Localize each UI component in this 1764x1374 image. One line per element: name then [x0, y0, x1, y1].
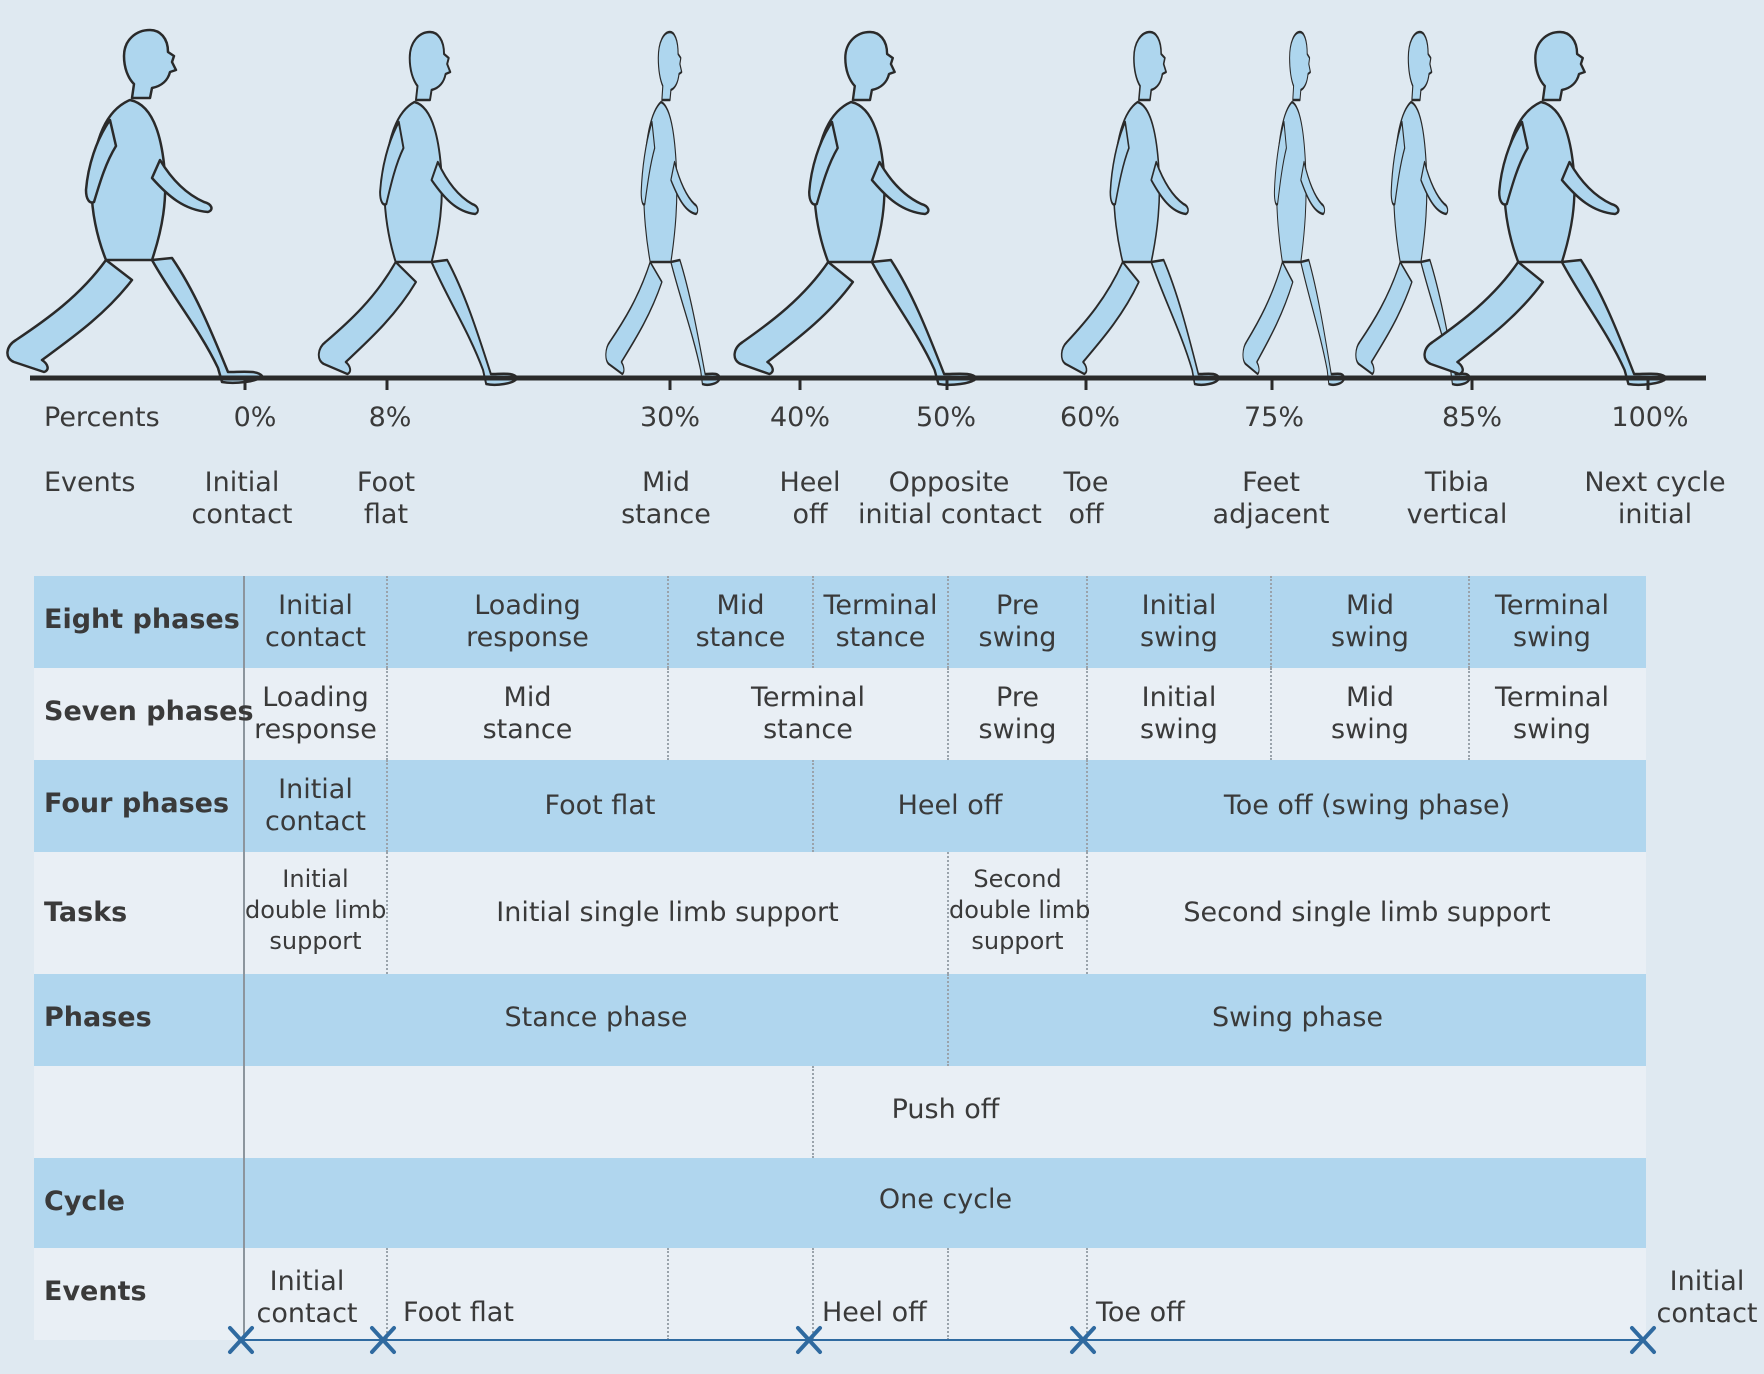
cell-seven-initial-swing: Initial swing — [1140, 682, 1218, 745]
percent-8: 8% — [368, 402, 412, 433]
cell-eight-terminal-swing: Terminal swing — [1494, 590, 1610, 653]
divider — [386, 852, 388, 974]
divider — [667, 576, 669, 668]
percent-30: 30% — [639, 402, 700, 433]
percent-60: 60% — [1059, 402, 1120, 433]
bottom-event-heel-off: Heel off — [822, 1297, 927, 1328]
divider — [386, 576, 388, 668]
label-seven-phases: Seven phases — [44, 696, 254, 727]
divider — [812, 1066, 814, 1158]
divider — [947, 668, 949, 760]
divider — [947, 974, 949, 1066]
cell-eight-mid-stance: Mid stance — [695, 590, 786, 653]
event-feet-adjacent: Feet adjacent — [1212, 467, 1330, 530]
row-eight-phases — [34, 576, 1646, 668]
cycle-start-line — [243, 576, 245, 1340]
cell-eight-loading-response: Loading response — [466, 590, 589, 653]
bottom-event-foot-flat: Foot flat — [403, 1297, 514, 1328]
cell-eight-mid-swing: Mid swing — [1331, 590, 1409, 653]
cell-four-heel-off: Heel off — [897, 790, 1003, 821]
cell-four-toe-off: Toe off (swing phase) — [1223, 790, 1511, 821]
event-opposite-initial-contact: Opposite initial contact — [858, 467, 1042, 530]
divider — [1086, 576, 1088, 668]
divider — [1086, 852, 1088, 974]
cell-task-second-single-limb: Second single limb support — [1183, 897, 1551, 928]
label-eight-phases: Eight phases — [44, 604, 240, 635]
walking-figures — [6, 28, 1706, 390]
cell-seven-loading-response: Loading response — [254, 682, 377, 745]
divider — [1468, 576, 1470, 668]
divider — [1086, 668, 1088, 760]
cell-seven-pre-swing: Pre swing — [978, 682, 1057, 745]
cell-seven-terminal-swing: Terminal swing — [1494, 682, 1610, 745]
divider — [947, 1248, 949, 1340]
event-next-cycle-initial: Next cycle initial — [1584, 467, 1726, 530]
cell-task-initial-double-limb: Initial double limb support — [245, 865, 387, 955]
cell-stance-phase: Stance phase — [504, 1002, 688, 1033]
percent-75: 75% — [1243, 402, 1304, 433]
percents-label: Percents — [44, 402, 160, 433]
divider — [1468, 668, 1470, 760]
divider — [812, 760, 814, 852]
bottom-event-toe-off: Toe off — [1096, 1297, 1185, 1328]
cell-four-foot-flat: Foot flat — [544, 790, 656, 821]
cell-task-second-double-limb: Second double limb support — [949, 865, 1091, 955]
bottom-event-end-contact: Initial contact — [1656, 1266, 1758, 1329]
cell-task-initial-single-limb: Initial single limb support — [496, 897, 839, 928]
divider — [667, 668, 669, 760]
divider — [947, 852, 949, 974]
row-tasks — [34, 852, 1646, 974]
event-toe-off: Toe off — [1063, 467, 1109, 530]
divider — [812, 576, 814, 668]
event-mid-stance: Mid stance — [621, 467, 711, 530]
cell-eight-initial-swing: Initial swing — [1140, 590, 1218, 653]
cell-four-initial-contact: Initial contact — [264, 774, 367, 837]
row-seven-phases — [34, 668, 1646, 760]
divider — [1086, 1248, 1088, 1340]
label-four-phases: Four phases — [44, 788, 230, 819]
cell-seven-mid-swing: Mid swing — [1331, 682, 1409, 745]
cell-eight-pre-swing: Pre swing — [978, 590, 1057, 653]
percent-100: 100% — [1611, 402, 1689, 433]
event-initial-contact: Initial contact — [191, 467, 293, 530]
event-foot-flat: Foot flat — [356, 467, 416, 530]
percent-50: 50% — [915, 402, 976, 433]
row-phases — [34, 974, 1646, 1066]
cell-swing-phase: Swing phase — [1211, 1002, 1384, 1033]
divider — [1270, 668, 1272, 760]
divider — [1270, 576, 1272, 668]
event-heel-off: Heel off — [779, 467, 841, 530]
cell-seven-mid-stance: Mid stance — [482, 682, 573, 745]
label-tasks: Tasks — [44, 897, 128, 928]
bottom-event-initial-contact: Initial contact — [256, 1266, 358, 1329]
row-four-phases — [34, 760, 1646, 852]
row-push-off — [34, 1066, 1646, 1158]
row-events — [34, 1248, 1646, 1340]
cell-seven-terminal-stance: Terminal stance — [750, 682, 866, 745]
percent-40: 40% — [769, 402, 830, 433]
divider — [386, 1248, 388, 1340]
label-phases: Phases — [44, 1002, 152, 1033]
label-events: Events — [44, 1276, 147, 1307]
divider — [386, 760, 388, 852]
divider — [386, 668, 388, 760]
events-label-top: Events — [44, 467, 136, 498]
divider — [812, 1248, 814, 1340]
cell-eight-initial-contact: Initial contact — [264, 590, 367, 653]
divider — [1086, 760, 1088, 852]
cell-one-cycle: One cycle — [878, 1184, 1013, 1215]
cell-eight-terminal-stance: Terminal stance — [823, 590, 938, 653]
divider — [667, 1248, 669, 1340]
percent-85: 85% — [1441, 402, 1502, 433]
divider — [947, 576, 949, 668]
row-cycle — [34, 1158, 1646, 1248]
cell-push-off: Push off — [891, 1094, 1000, 1125]
label-cycle: Cycle — [44, 1186, 125, 1217]
percent-0: 0% — [233, 402, 277, 433]
event-tibia-vertical: Tibia vertical — [1406, 467, 1508, 530]
